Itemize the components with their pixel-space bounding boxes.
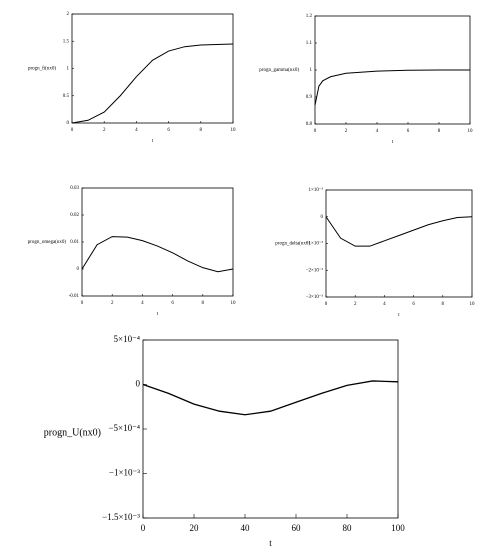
- y-tick-label: −1×10⁻³: [109, 468, 140, 478]
- x-tick-label: 80: [343, 523, 353, 533]
- y-tick-label: 0: [321, 215, 324, 220]
- x-tick-label: 4: [383, 302, 386, 307]
- x-axis-label: t: [152, 139, 154, 144]
- x-axis-label: t: [398, 313, 400, 318]
- y-tick-label: −1×10⁻³: [306, 241, 324, 247]
- x-tick-label: 10: [231, 301, 237, 306]
- y-tick-label: 0: [136, 379, 141, 389]
- x-tick-label: 8: [442, 302, 445, 307]
- y-tick-label: 1×10⁻³: [309, 187, 324, 193]
- x-tick-label: 6: [407, 129, 410, 134]
- data-line: [81, 236, 234, 273]
- x-tick-label: 6: [167, 128, 170, 133]
- y-tick-label: 0.02: [70, 213, 79, 218]
- x-tick-label: 8: [202, 301, 205, 306]
- y-tick-label: 0.9: [306, 95, 313, 100]
- y-tick-label: 1.5: [63, 39, 70, 44]
- y-tick-label: 0.8: [306, 122, 313, 127]
- x-axis-label: t: [269, 538, 272, 547]
- y-axis-label: progn_fi(nx0): [28, 67, 56, 72]
- data-line: [325, 216, 473, 247]
- x-axis-label: t: [392, 140, 394, 145]
- x-tick-label: 60: [292, 523, 302, 533]
- data-line: [314, 69, 470, 106]
- x-tick-label: 0: [71, 128, 74, 133]
- x-tick-label: 10: [470, 302, 476, 307]
- plot-frame: [81, 187, 234, 297]
- y-axis-label: progn_U(nx0): [44, 427, 101, 438]
- x-tick-label: 2: [111, 301, 114, 306]
- x-tick-label: 10: [468, 129, 474, 134]
- x-tick-label: 4: [376, 129, 379, 134]
- y-tick-label: 1.2: [306, 14, 313, 19]
- y-tick-label: 0.01: [70, 240, 79, 245]
- y-tick-label: 0.5: [63, 94, 70, 99]
- x-tick-label: 6: [171, 301, 174, 306]
- y-tick-label: 5×10⁻⁴: [114, 334, 140, 344]
- x-tick-label: 6: [412, 302, 415, 307]
- data-line: [142, 380, 399, 416]
- data-line: [71, 43, 234, 124]
- x-tick-label: 2: [354, 302, 357, 307]
- x-tick-label: 4: [141, 301, 144, 306]
- x-tick-label: 0: [325, 302, 328, 307]
- x-tick-label: 10: [231, 128, 237, 133]
- x-tick-label: 8: [200, 128, 203, 133]
- y-tick-label: 0: [67, 121, 70, 126]
- x-tick-label: 0: [81, 301, 84, 306]
- y-axis-label: progn_gamma(nx0): [259, 68, 299, 73]
- y-axis-label: progn_omega(nx0): [28, 240, 67, 245]
- x-tick-label: 2: [103, 128, 106, 133]
- x-tick-label: 4: [135, 128, 138, 133]
- y-tick-label: 1.1: [306, 41, 313, 46]
- y-tick-label: −3×10⁻³: [306, 294, 324, 300]
- x-axis-label: t: [157, 312, 159, 317]
- y-tick-label: −5×10⁻⁴: [108, 423, 140, 433]
- x-tick-label: 20: [190, 523, 200, 533]
- y-tick-label: 0.03: [70, 186, 79, 191]
- plot-frame: [142, 339, 399, 519]
- y-tick-label: 1: [67, 67, 70, 72]
- y-axis-label: progn_delta(nx0): [275, 242, 310, 247]
- x-tick-label: 2: [345, 129, 348, 134]
- plot-frame: [325, 189, 473, 298]
- plot-frame: [71, 13, 234, 124]
- y-tick-label: 1: [310, 68, 313, 73]
- x-tick-label: 0: [141, 523, 146, 533]
- x-tick-label: 100: [391, 523, 405, 533]
- y-tick-label: −2×10⁻³: [306, 267, 324, 273]
- x-tick-label: 8: [438, 129, 441, 134]
- y-tick-label: -0.01: [69, 294, 80, 299]
- y-tick-label: 0: [77, 267, 80, 272]
- y-tick-label: 2: [67, 12, 70, 17]
- x-tick-label: 0: [314, 129, 317, 134]
- x-tick-label: 40: [241, 523, 251, 533]
- y-tick-label: −1.5×10⁻³: [102, 512, 140, 522]
